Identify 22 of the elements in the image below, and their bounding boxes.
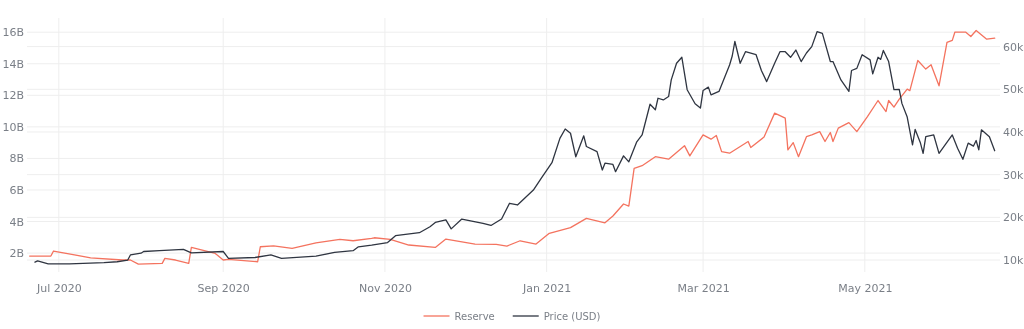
x-tick-label: Jan 2021	[521, 281, 572, 295]
y-tick-label: 6B	[9, 183, 24, 197]
legend-label: Reserve	[454, 311, 495, 322]
y-tick-label: 12B	[2, 89, 24, 103]
y-tick-label: 8B	[9, 152, 24, 166]
y2-tick-label: 10k	[1003, 254, 1024, 268]
y2-tick-label: 20k	[1003, 211, 1024, 225]
legend-label: Price (USD)	[543, 311, 601, 322]
y-tick-label: 2B	[9, 247, 24, 261]
y-tick-label: 16B	[2, 26, 24, 40]
y2-tick-label: 50k	[1003, 83, 1024, 97]
y-tick-label: 4B	[9, 215, 24, 229]
y2-tick-label: 40k	[1003, 126, 1024, 139]
y-tick-label: 10B	[2, 120, 24, 134]
x-tick-label: May 2021	[838, 281, 893, 295]
y2-tick-label: 30k	[1003, 168, 1024, 182]
x-tick-label: Mar 2021	[677, 281, 730, 295]
y2-tick-label: 60k	[1003, 40, 1024, 54]
x-tick-label: Nov 2020	[358, 281, 412, 295]
x-tick-label: Jul 2020	[35, 281, 82, 295]
x-tick-label: Sep 2020	[197, 281, 250, 295]
y-tick-label: 14B	[2, 57, 24, 71]
